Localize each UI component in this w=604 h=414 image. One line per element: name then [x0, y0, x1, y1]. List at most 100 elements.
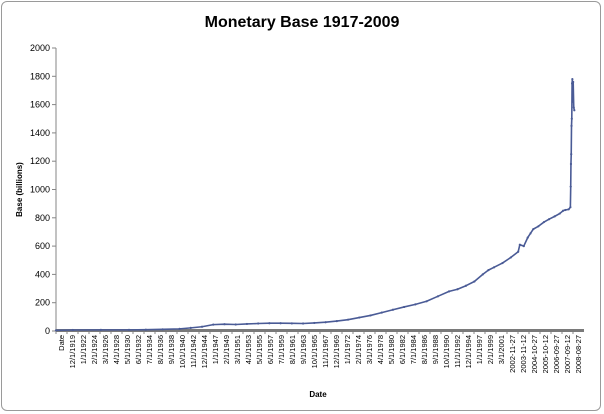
y-tick-label: 1000: [30, 185, 50, 195]
data-point: [369, 314, 372, 317]
data-point: [571, 100, 574, 103]
x-tick-label: 1/1/1922: [79, 335, 88, 364]
x-tick-label: 8/1/1961: [288, 335, 297, 364]
data-point: [571, 89, 575, 92]
data-point: [200, 325, 204, 328]
data-point: [473, 280, 476, 283]
x-tick-label: 2002-11-27: [508, 335, 517, 373]
x-tick-label: 3/1/2001: [497, 335, 506, 364]
x-tick-label: 11/1/1992: [453, 335, 462, 368]
x-tick-label: 6/1/1932: [134, 335, 143, 364]
y-tick-label: 200: [35, 298, 50, 308]
data-point: [279, 322, 282, 325]
data-point: [572, 80, 575, 84]
data-point: [570, 117, 573, 120]
data-point: [358, 316, 361, 319]
data-point: [127, 328, 131, 331]
x-tick-label: 2007-09-12: [563, 335, 572, 373]
x-tick-label: 3/1/1951: [233, 335, 242, 364]
data-point: [178, 327, 181, 330]
x-tick-label: 7/1/1959: [277, 335, 286, 364]
data-point: [268, 322, 271, 325]
data-point: [572, 106, 575, 109]
data-point: [517, 250, 520, 253]
data-point: [573, 109, 576, 112]
data-point: [542, 220, 546, 224]
x-tick-label: 2006-09-27: [552, 335, 561, 373]
data-point: [447, 290, 451, 293]
data-point: [569, 185, 572, 188]
x-tick-label: 6/1/1957: [266, 335, 275, 364]
data-point: [569, 206, 572, 209]
data-point: [571, 78, 574, 81]
data-point: [245, 322, 249, 326]
data-point: [335, 320, 338, 323]
data-point: [501, 261, 504, 265]
x-tick-label: 4/1/1928: [112, 335, 121, 364]
data-point: [522, 245, 525, 248]
x-axis: Date 12/1/1919 1/1/1922 2/1/1924 3/1/1926 4/1…: [55, 330, 584, 373]
x-tick-label: 1/1/1947: [211, 335, 220, 364]
data-point: [481, 273, 484, 276]
data-point: [71, 328, 74, 332]
x-tick-label: 3/1/1976: [365, 335, 374, 364]
data-point: [569, 162, 573, 166]
x-axis-title: Date: [309, 390, 327, 399]
data-point: [346, 318, 350, 321]
x-tick-label: 1/1/1972: [343, 335, 352, 364]
data-point: [189, 326, 192, 329]
x-tick-label: 9/1/1963: [299, 335, 308, 364]
data-point: [529, 232, 532, 235]
x-tick-label: 12/1/1919: [68, 335, 77, 368]
x-tick-label: 5/1/1930: [123, 335, 132, 364]
data-point: [161, 328, 164, 331]
data-point: [570, 153, 573, 156]
y-tick-label: 0: [45, 326, 50, 336]
data-point: [414, 303, 417, 306]
data-point: [425, 300, 428, 303]
y-tick-label: 1800: [30, 71, 50, 81]
x-tick-label: 5/1/1955: [255, 335, 264, 364]
data-point: [391, 308, 395, 311]
x-tick-label: 2005-10-12: [541, 335, 550, 373]
data-point: [54, 329, 58, 332]
y-tick-label: 400: [35, 269, 50, 279]
data-point: [290, 322, 293, 325]
data-point: [212, 323, 215, 326]
x-tick-label: 2003-11-12: [519, 335, 528, 373]
x-tick-label: 12/1/1944: [200, 335, 209, 368]
x-tick-label: 10/1/1965: [310, 335, 319, 368]
plot-area: [54, 78, 584, 332]
series-line: [55, 78, 576, 332]
data-point: [223, 323, 226, 326]
x-tick-label: 5/1/1980: [387, 335, 396, 364]
data-point: [257, 322, 260, 325]
x-tick-label: 2004-10-27: [530, 335, 539, 373]
data-point: [313, 321, 316, 325]
x-tick-label: 3/1/1926: [101, 335, 110, 364]
y-axis: 0 200 400 600 800 1000 1200 1400 1600 1800 2000: [30, 43, 57, 336]
x-tick-label: 2/1/1949: [222, 335, 231, 364]
data-point: [380, 311, 383, 314]
x-tick-label: 2/1/1924: [90, 335, 99, 364]
y-tick-label: 600: [35, 241, 50, 251]
y-axis-title: Base (billions): [15, 162, 24, 217]
data-point: [537, 225, 540, 228]
data-point: [403, 305, 406, 309]
y-tick-label: 1600: [30, 100, 50, 110]
data-point: [553, 215, 556, 218]
data-point: [509, 256, 512, 259]
data-point: [99, 328, 103, 331]
data-point: [567, 208, 570, 211]
data-point: [526, 236, 529, 239]
x-tick-label: 2/1/1999: [486, 335, 495, 364]
x-tick-label: 2/1/1974: [354, 335, 363, 364]
x-tick-label: 7/1/1984: [409, 335, 418, 364]
x-tick-label: 9/1/1988: [431, 335, 440, 364]
x-tick-label: 1/1/1997: [475, 335, 484, 364]
x-tick-label: 9/1/1938: [167, 335, 176, 364]
data-point: [547, 218, 551, 221]
x-tick-label: 11/1/1942: [189, 335, 198, 368]
x-tick-label: 11/1/1967: [321, 335, 330, 368]
